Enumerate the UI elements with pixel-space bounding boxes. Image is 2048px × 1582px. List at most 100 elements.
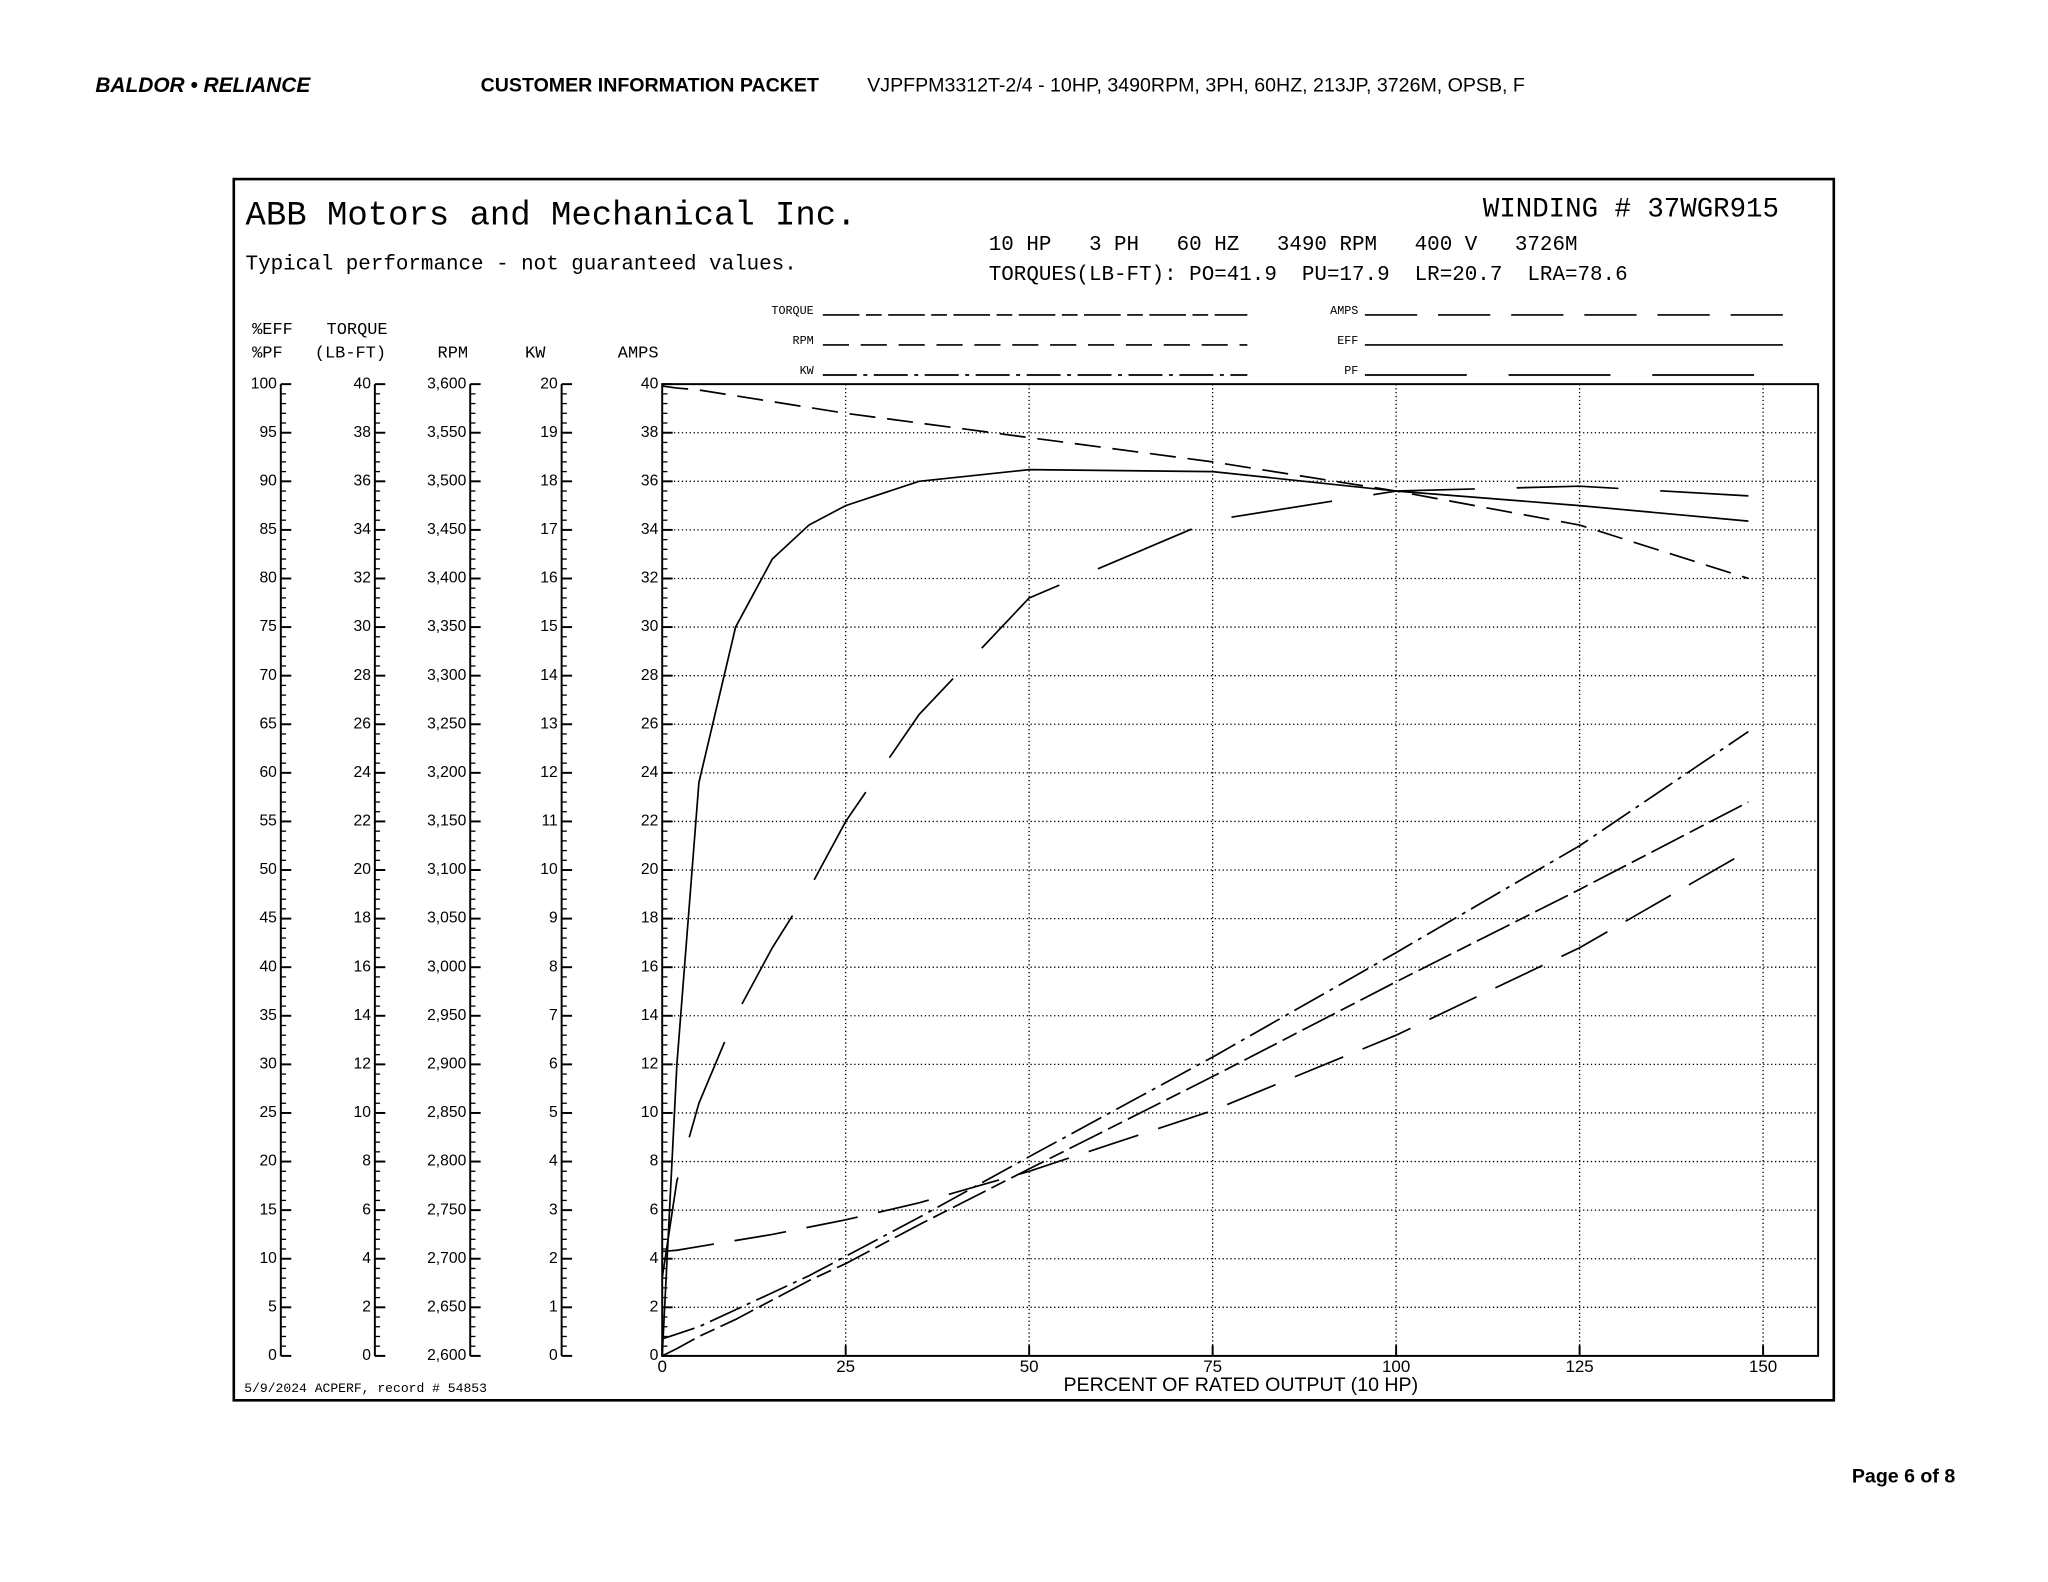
x-tick-label: 100 [1382,1357,1410,1376]
legend-label: TORQUE [771,304,813,318]
y-tick-label: 0 [549,1347,558,1364]
y-tick-label: 14 [354,1007,372,1024]
y-tick-label: 2,600 [427,1347,466,1364]
chart-subtitle: Typical performance - not guaranteed val… [246,253,797,276]
y-tick-label: 30 [354,618,372,635]
y-tick-label: 24 [641,764,659,781]
y-tick-label: 12 [354,1056,371,1073]
y-tick-label: 10 [641,1104,659,1121]
y-tick-label: 2,850 [427,1104,466,1121]
y-tick-label: 18 [540,472,558,489]
y-tick-label: 36 [641,472,659,489]
y-tick-label: 4 [549,1153,558,1170]
y-tick-label: 3,600 [427,375,466,392]
packet-title: CUSTOMER INFORMATION PACKET [481,75,819,97]
y-tick-label: 10 [354,1104,372,1121]
y-tick-label: 28 [354,667,372,684]
y-tick-label: 3,350 [427,618,466,635]
y-tick-label: 13 [540,715,558,732]
y-tick-label: 50 [259,861,277,878]
torques: TORQUES(LB-FT): PO=41.9 PU=17.9 LR=20.7 … [989,264,1628,287]
y-tick-label: 80 [259,570,277,587]
y-tick-label: 22 [641,813,658,830]
y-tick-label: 34 [641,521,659,538]
y-tick-label: 40 [259,958,277,975]
y-tick-label: 4 [650,1250,659,1267]
legend-label: RPM [793,334,814,348]
y-tick-label: 10 [259,1250,277,1267]
y-tick-label: 0 [362,1347,371,1364]
y-tick-label: 15 [259,1201,277,1218]
y-tick-label: 45 [259,910,277,927]
y-tick-label: 12 [540,764,557,781]
y-tick-label: 26 [354,715,372,732]
y-tick-label: 8 [549,958,558,975]
y-tick-label: 3,400 [427,570,466,587]
y-tick-label: 5 [268,1298,277,1315]
y-tick-label: 0 [650,1347,659,1364]
y-tick-label: 3,150 [427,813,466,830]
ratings: 10 HP 3 PH 60 HZ 3490 RPM 400 V 3726M [989,234,1578,257]
y-tick-label: 3,250 [427,715,466,732]
y-tick-label: 2,800 [427,1153,466,1170]
y-tick-label: 4 [362,1250,371,1267]
y-tick-label: 25 [259,1104,277,1121]
y-tick-label: 38 [354,424,372,441]
scale-title: KW [525,344,546,363]
y-tick-label: 2,700 [427,1250,466,1267]
y-tick-label: 95 [259,424,277,441]
y-tick-label: 14 [641,1007,659,1024]
footnote: 5/9/2024 ACPERF, record # 54853 [244,1381,487,1396]
logo: BALDOR • RELIANCE [95,74,311,97]
y-tick-label: 8 [362,1153,371,1170]
chart-title: ABB Motors and Mechanical Inc. [246,198,857,236]
y-tick-label: 10 [540,861,558,878]
y-tick-label: 75 [259,618,277,635]
y-tick-label: 20 [354,861,372,878]
series-line [661,801,1749,1357]
y-tick-label: 40 [641,375,659,392]
y-tick-label: 24 [354,764,372,781]
scale-title: (LB-FT) [315,344,386,363]
page-number: Page 6 of 8 [1852,1466,1955,1488]
y-tick-label: 16 [540,570,558,587]
x-tick-label: 125 [1565,1357,1593,1376]
chart-frame [232,177,1836,1402]
y-tick-label: 2 [650,1298,659,1315]
legend-label: PF [1344,364,1358,378]
series-line [661,468,1749,1356]
y-tick-label: 30 [259,1056,277,1073]
x-tick-label: 150 [1749,1357,1777,1376]
y-tick-label: 7 [549,1007,558,1024]
y-tick-label: 20 [641,861,659,878]
scale-title: %EFF [252,321,293,340]
y-tick-label: 18 [354,910,372,927]
x-tick-label: 25 [836,1357,855,1376]
y-tick-label: 26 [641,715,659,732]
y-tick-label: 14 [540,667,558,684]
y-tick-label: 60 [259,764,277,781]
legend-label: KW [800,364,815,378]
y-tick-label: 9 [549,910,558,927]
y-tick-label: 2,750 [427,1201,466,1218]
y-tick-label: 30 [641,618,659,635]
y-tick-label: 35 [259,1007,277,1024]
y-tick-label: 2,900 [427,1056,466,1073]
scale-title: TORQUE [327,321,388,340]
x-tick-label: 0 [657,1357,666,1376]
series-line [662,385,1749,580]
y-tick-label: 19 [540,424,557,441]
y-tick-label: 2 [549,1250,558,1267]
y-tick-label: 90 [259,472,277,489]
y-tick-label: 6 [650,1201,659,1218]
y-tick-label: 1 [549,1298,558,1315]
series-line [661,485,1749,1279]
scale-title: RPM [438,344,469,363]
y-tick-label: 20 [259,1153,277,1170]
y-tick-label: 16 [354,958,372,975]
y-tick-label: 5 [549,1104,558,1121]
y-tick-label: 18 [641,910,659,927]
model-info: VJPFPM3312T-2/4 - 10HP, 3490RPM, 3PH, 60… [867,75,1525,97]
x-tick-label: 75 [1203,1357,1222,1376]
